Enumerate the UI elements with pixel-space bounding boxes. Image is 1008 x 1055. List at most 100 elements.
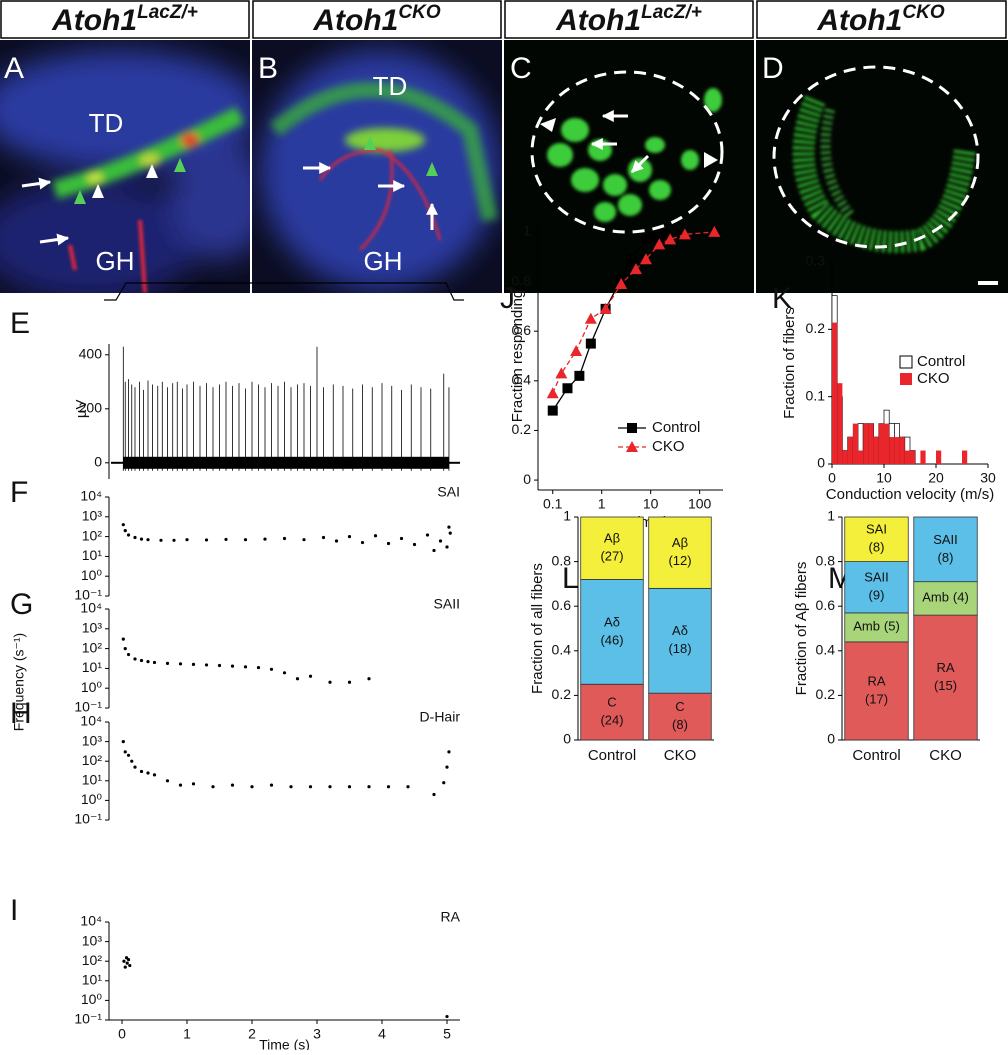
y-tick-label: 0.2 <box>512 421 532 437</box>
panel-letter: A <box>4 52 24 85</box>
point <box>230 783 235 787</box>
legend-label: Control <box>917 353 965 370</box>
point <box>347 535 352 539</box>
marker <box>708 225 721 237</box>
point <box>165 779 170 783</box>
series-name: RA <box>441 909 461 925</box>
y-tick-label: 0 <box>563 731 571 747</box>
marker <box>555 367 568 379</box>
point <box>448 531 452 535</box>
cell <box>704 88 722 112</box>
y-tick-label: 1 <box>563 508 571 524</box>
point <box>159 538 163 542</box>
bar <box>868 423 874 464</box>
arrowhead-white <box>92 184 104 198</box>
y-tick-label: 10⁰ <box>81 991 103 1007</box>
headers: Atoh1LacZ/+ Atoh1CKO Atoh1LacZ/+ Atoh1CK… <box>0 0 1007 39</box>
region-label: GH <box>364 246 403 276</box>
marker <box>639 253 652 265</box>
point <box>185 538 189 542</box>
point <box>217 663 222 668</box>
bar <box>904 450 910 464</box>
bar <box>962 450 968 464</box>
y-tick-label: 10¹ <box>82 547 103 563</box>
x-tick-label: 0 <box>828 470 836 486</box>
y-tick-label: 10⁰ <box>81 791 103 807</box>
segment-name: Amb <box>922 590 949 605</box>
y-tick-label: 0.2 <box>806 320 826 336</box>
cell <box>140 153 160 167</box>
bar <box>852 423 858 464</box>
point <box>121 637 125 641</box>
bar-segment <box>913 581 978 616</box>
outline <box>772 65 980 249</box>
x-tick-label: 30 <box>980 470 996 486</box>
point <box>191 782 196 786</box>
micrograph-a: A TD GH <box>0 40 250 293</box>
y-tick-label: 10² <box>82 639 103 655</box>
point <box>347 680 352 684</box>
genotype: CKO <box>398 2 440 23</box>
segment-name: SAII <box>933 532 958 547</box>
point <box>130 759 134 763</box>
cells <box>547 88 722 222</box>
legend-label: Control <box>652 419 700 436</box>
bar-segment <box>580 579 644 685</box>
bar <box>920 450 926 464</box>
segment-count: (24) <box>600 713 623 728</box>
x-tick-label: CKO <box>929 747 962 764</box>
point <box>386 541 391 546</box>
point <box>432 792 436 797</box>
point <box>230 664 235 668</box>
bar-segment <box>580 683 644 741</box>
micrograph-d: D <box>756 40 1008 293</box>
micrograph-b: B TD GH <box>252 40 502 293</box>
y-tick-label: 10⁰ <box>81 679 103 695</box>
x-axis-label: Conduction velocity (m/s) <box>826 486 994 503</box>
y-tick-label: 0.8 <box>512 272 532 288</box>
y-tick-label: 200 <box>79 400 103 416</box>
segment-count: (17) <box>865 691 888 706</box>
point <box>373 534 378 538</box>
panel-letter: G <box>10 588 33 621</box>
y-tick-label: 0.2 <box>552 686 572 702</box>
cell <box>588 139 612 161</box>
point <box>360 540 365 545</box>
point <box>125 961 129 965</box>
y-tick-label: 10⁴ <box>80 913 102 929</box>
marker <box>599 302 612 314</box>
point <box>204 538 209 542</box>
point <box>146 771 150 775</box>
header-box <box>504 0 754 39</box>
cell-band <box>52 106 245 199</box>
point <box>250 785 254 789</box>
cell <box>345 128 425 152</box>
bar-segment <box>580 516 644 580</box>
point <box>133 765 137 769</box>
point <box>386 785 391 789</box>
point <box>445 1014 449 1019</box>
segment-count: (5) <box>884 619 900 634</box>
y-tick-label: 0.8 <box>816 552 836 568</box>
genotype: CKO <box>902 2 944 23</box>
region-label: TD <box>373 71 408 101</box>
marker <box>547 405 558 416</box>
y-tick-label: 10⁰ <box>81 567 103 583</box>
x-tick-label: 0.1 <box>543 496 563 512</box>
point <box>178 783 183 787</box>
bar-segment <box>648 587 712 694</box>
y-tick-label: 0.3 <box>806 253 826 269</box>
cell <box>618 194 642 216</box>
x-tick-label: 1 <box>598 496 606 512</box>
bar <box>884 423 890 464</box>
point <box>123 750 127 754</box>
segment-count: (9) <box>869 588 885 603</box>
y-tick-label: 10⁻¹ <box>74 811 102 827</box>
panel-letter: K <box>772 282 792 315</box>
cell <box>181 133 199 147</box>
cell <box>628 158 652 182</box>
bar-segment <box>913 614 978 741</box>
segment-count: (8) <box>869 540 885 555</box>
x-axis-label: Time (s) <box>259 1037 310 1050</box>
